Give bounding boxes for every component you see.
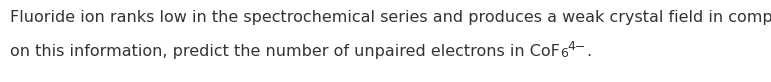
Text: 6: 6	[560, 47, 567, 60]
Text: 4−: 4−	[567, 40, 586, 53]
Text: Fluoride ion ranks low in the spectrochemical series and produces a weak crystal: Fluoride ion ranks low in the spectroche…	[10, 10, 771, 25]
Text: .: .	[586, 44, 591, 59]
Text: on this information, predict the number of unpaired electrons in CoF: on this information, predict the number …	[10, 44, 560, 59]
